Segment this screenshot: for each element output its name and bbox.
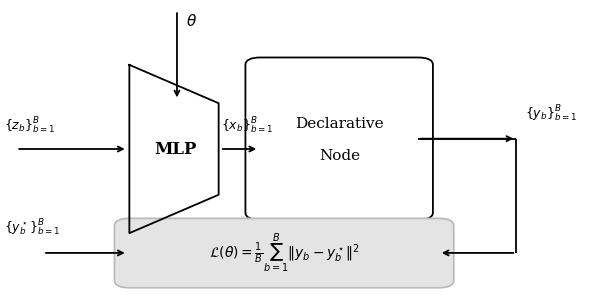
Text: $\theta$: $\theta$: [186, 13, 197, 29]
Text: $\mathcal{L}(\theta) = \frac{1}{B}\sum_{b=1}^{B}\|y_b - y_b^\star\|^2$: $\mathcal{L}(\theta) = \frac{1}{B}\sum_{…: [209, 231, 359, 275]
Text: Node: Node: [319, 149, 360, 163]
Text: $\{z_b\}_{b=1}^B$: $\{z_b\}_{b=1}^B$: [4, 115, 56, 136]
FancyBboxPatch shape: [114, 218, 454, 288]
Text: $\{y_b^\star\}_{b=1}^B$: $\{y_b^\star\}_{b=1}^B$: [4, 218, 60, 238]
Text: $\{y_b\}_{b=1}^B$: $\{y_b\}_{b=1}^B$: [525, 104, 578, 124]
Text: $\{x_b\}_{b=1}^B$: $\{x_b\}_{b=1}^B$: [221, 115, 273, 136]
Text: Declarative: Declarative: [295, 117, 384, 131]
FancyBboxPatch shape: [245, 58, 433, 220]
Text: MLP: MLP: [155, 140, 197, 158]
Polygon shape: [129, 65, 219, 233]
